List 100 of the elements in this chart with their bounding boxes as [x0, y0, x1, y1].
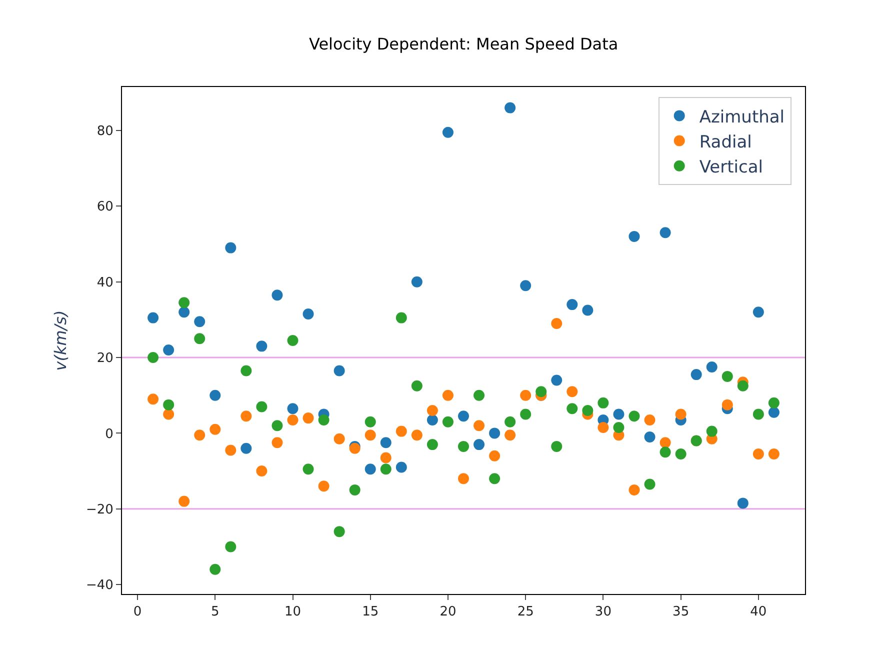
- point: [240, 410, 252, 422]
- point: [566, 299, 578, 310]
- point: [287, 403, 298, 414]
- point: [426, 414, 438, 426]
- point: [210, 390, 221, 401]
- chart-title: Velocity Dependent: Mean Speed Data: [308, 34, 618, 54]
- point: [148, 352, 159, 364]
- point: [225, 444, 236, 456]
- point: [566, 403, 578, 414]
- point: [426, 439, 438, 450]
- x-tick-label: 25: [517, 604, 534, 620]
- point: [458, 410, 469, 422]
- point: [334, 526, 345, 538]
- point: [520, 280, 532, 292]
- point: [380, 437, 392, 448]
- point: [240, 365, 252, 376]
- point: [598, 397, 609, 408]
- point: [148, 312, 159, 324]
- point: [644, 414, 656, 426]
- point: [675, 448, 686, 460]
- point: [458, 440, 469, 452]
- point: [442, 126, 454, 138]
- point: [660, 227, 671, 238]
- point: [272, 437, 283, 448]
- x-tick-label: 20: [440, 604, 456, 620]
- x-tick-label: 0: [133, 604, 142, 620]
- x-tick-label: 15: [362, 604, 379, 620]
- point: [489, 428, 500, 439]
- legend-label: Radial: [699, 132, 752, 152]
- point: [287, 414, 298, 426]
- y-tick-label: 40: [96, 275, 114, 290]
- point: [644, 431, 656, 442]
- point: [396, 312, 407, 324]
- point: [551, 440, 562, 452]
- point: [272, 290, 283, 301]
- point: [318, 414, 330, 426]
- point: [349, 484, 360, 496]
- point: [675, 408, 686, 420]
- point: [598, 422, 609, 434]
- point: [613, 408, 624, 420]
- point: [411, 276, 422, 288]
- point: [148, 394, 159, 405]
- point: [644, 478, 656, 490]
- point: [210, 424, 221, 435]
- point: [737, 498, 748, 509]
- point: [302, 412, 314, 424]
- point: [225, 242, 236, 254]
- point: [256, 340, 268, 352]
- point: [489, 473, 500, 484]
- x-tick-label: 40: [750, 604, 767, 620]
- point: [752, 306, 764, 318]
- point: [178, 297, 190, 308]
- point: [302, 464, 314, 475]
- point: [225, 541, 236, 552]
- y-axis-title: v(km/s): [50, 310, 70, 371]
- point: [628, 410, 640, 422]
- point: [690, 369, 702, 380]
- x-tick-label: 30: [594, 604, 612, 620]
- point: [194, 316, 206, 328]
- point: [504, 416, 516, 428]
- point: [194, 333, 206, 344]
- legend-label: Vertical: [699, 158, 763, 178]
- point: [163, 344, 174, 356]
- point: [551, 374, 562, 386]
- point: [566, 386, 578, 398]
- point: [737, 380, 748, 392]
- point: [628, 484, 640, 496]
- point: [380, 464, 392, 475]
- point: [504, 102, 516, 114]
- point: [520, 390, 532, 401]
- point: [752, 448, 764, 460]
- point: [318, 480, 330, 492]
- point: [364, 416, 376, 428]
- point: [256, 466, 268, 477]
- x-tick-label: 10: [284, 604, 302, 620]
- point: [628, 230, 640, 242]
- point: [334, 433, 345, 444]
- point: [210, 564, 221, 575]
- point: [163, 399, 174, 410]
- point: [520, 408, 532, 420]
- point: [442, 390, 454, 401]
- point: [613, 422, 624, 434]
- point: [706, 426, 718, 437]
- point: [474, 439, 485, 450]
- point: [551, 318, 562, 329]
- x-tick-label: 5: [211, 604, 220, 620]
- y-tick-label: 0: [105, 426, 114, 442]
- point: [442, 416, 454, 428]
- y-tick-label: −40: [86, 578, 114, 594]
- point: [504, 430, 516, 441]
- point: [178, 496, 190, 507]
- point: [660, 437, 671, 448]
- point: [768, 397, 780, 408]
- point: [722, 370, 733, 382]
- point: [768, 406, 780, 418]
- point: [426, 405, 438, 416]
- point: [364, 464, 376, 475]
- point: [178, 306, 190, 318]
- point: [536, 386, 547, 398]
- y-tick-label: 60: [96, 200, 114, 215]
